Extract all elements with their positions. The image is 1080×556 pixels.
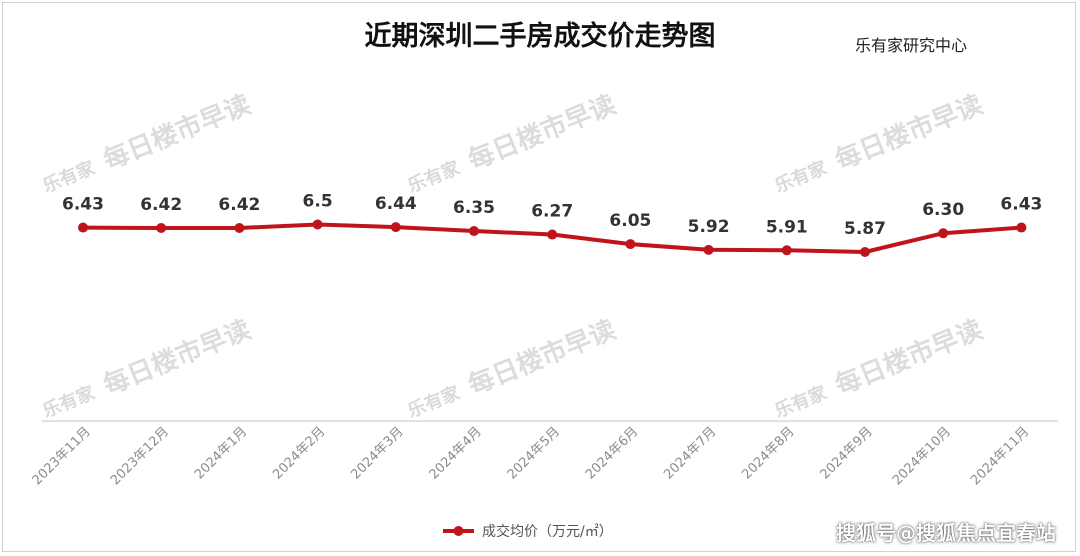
data-label: 5.87 (844, 219, 886, 239)
x-tick-label: 2023年11月 (30, 424, 94, 488)
watermark-text: 每日楼市早读 (831, 314, 987, 401)
source-label: 乐有家研究中心 (855, 36, 968, 55)
watermark-brand: 乐有家 (771, 156, 830, 197)
data-label: 6.44 (375, 194, 417, 214)
x-tick-label: 2024年5月 (505, 424, 563, 482)
credit-watermark: 搜狐号@搜狐焦点宜春站 (836, 521, 1056, 545)
data-label: 5.91 (766, 217, 808, 237)
data-label: 6.43 (62, 195, 104, 215)
legend-marker (453, 526, 464, 536)
data-label: 5.92 (688, 217, 730, 237)
data-point (781, 245, 792, 256)
data-label: 6.5 (303, 192, 333, 212)
data-point (625, 239, 636, 250)
watermark-brand: 乐有家 (39, 381, 98, 422)
watermark-text: 每日楼市早读 (99, 314, 255, 401)
x-tick-label: 2024年9月 (818, 424, 876, 482)
watermark-text: 每日楼市早读 (464, 89, 620, 176)
x-tick-label: 2023年12月 (108, 424, 172, 488)
data-point (547, 229, 558, 240)
data-point (234, 222, 245, 233)
data-label: 6.27 (531, 202, 573, 222)
x-tick-label: 2024年2月 (270, 424, 328, 482)
watermark-brand: 乐有家 (771, 381, 830, 422)
data-label: 6.35 (453, 198, 495, 218)
x-tick-label: 2024年4月 (427, 424, 485, 482)
chart-title: 近期深圳二手房成交价走势图 (364, 21, 716, 52)
x-tick-label: 2024年6月 (583, 424, 641, 482)
x-tick-label: 2024年1月 (192, 424, 250, 482)
x-tick-label: 2024年8月 (739, 424, 797, 482)
data-point (1016, 222, 1027, 233)
data-point (469, 226, 479, 237)
data-point (703, 244, 714, 255)
x-tick-label: 2024年10月 (890, 424, 954, 488)
data-label: 6.05 (609, 211, 651, 231)
watermark-text: 每日楼市早读 (464, 314, 620, 401)
watermark-brand: 乐有家 (404, 156, 463, 197)
data-label: 6.42 (140, 195, 182, 215)
data-point (78, 222, 88, 233)
data-point (390, 222, 401, 233)
data-label: 6.30 (922, 200, 964, 220)
watermarks: 乐有家每日楼市早读乐有家每日楼市早读乐有家每日楼市早读乐有家每日楼市早读乐有家每… (39, 89, 987, 422)
watermark-brand: 乐有家 (39, 156, 98, 197)
data-labels: 6.43 6.42 6.42 6.5 6.44 6.35 6.27 6.05 5.92 5.91 5… (62, 192, 1042, 240)
x-tick-labels: 2023年11月 2023年12月 2024年1月 2024年2月 2024年3月 202… (30, 424, 1032, 488)
data-point (312, 219, 323, 230)
watermark-brand: 乐有家 (404, 381, 463, 422)
data-point (938, 228, 949, 239)
data-point (156, 222, 167, 233)
data-points (78, 219, 1027, 257)
data-label: 6.42 (218, 195, 260, 215)
data-point (860, 247, 870, 257)
watermark-text: 每日楼市早读 (99, 89, 255, 176)
data-label: 6.43 (1000, 195, 1042, 215)
legend-label: 成交均价（万元/㎡） (482, 523, 613, 540)
x-tick-label: 2024年3月 (348, 424, 406, 482)
watermark-text: 每日楼市早读 (831, 89, 987, 176)
legend: 成交均价（万元/㎡） (443, 523, 613, 540)
x-tick-label: 2024年7月 (661, 424, 719, 482)
x-tick-label: 2024年11月 (968, 424, 1032, 488)
